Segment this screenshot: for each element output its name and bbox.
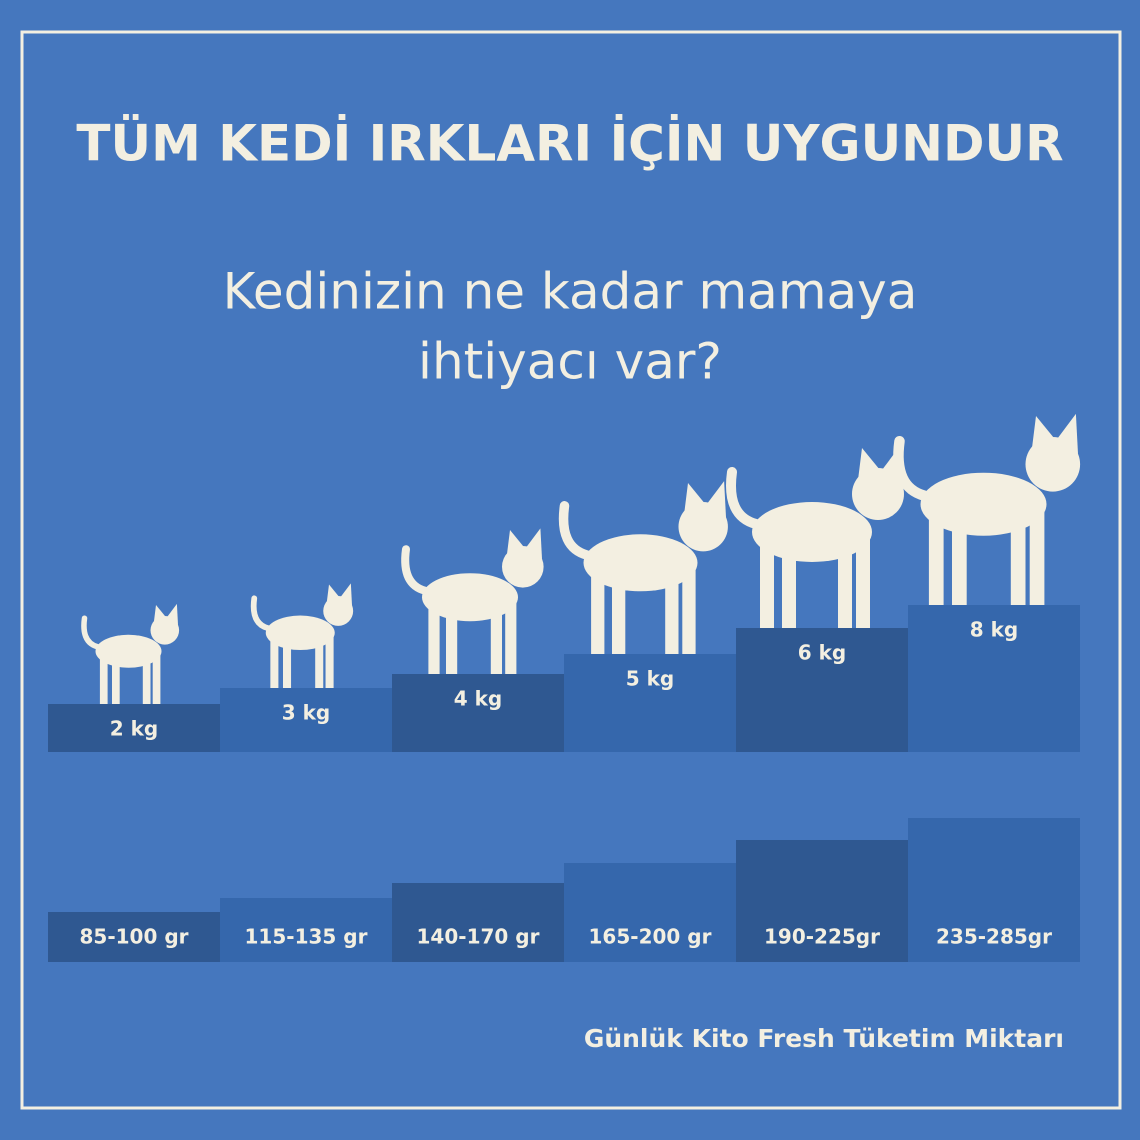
portion-step bbox=[908, 818, 1080, 962]
portion-step bbox=[736, 840, 908, 962]
portion-label: 165-200 gr bbox=[589, 925, 712, 949]
portion-step bbox=[392, 883, 564, 962]
weight-step bbox=[908, 605, 1080, 752]
title: TÜM KEDİ IRKLARI İÇİN UYGUNDUR bbox=[76, 114, 1063, 173]
weight-label: 5 kg bbox=[626, 667, 675, 691]
portion-label: 190-225gr bbox=[764, 925, 880, 949]
weight-label: 8 kg bbox=[970, 618, 1019, 642]
subtitle: Kedinizin ne kadar mamaya bbox=[223, 263, 918, 321]
portion-step bbox=[564, 863, 736, 962]
weight-label: 4 kg bbox=[454, 687, 503, 711]
footer: Günlük Kito Fresh Tüketim Miktarı bbox=[584, 1024, 1064, 1053]
portion-label: 85-100 gr bbox=[79, 925, 188, 949]
weight-step bbox=[736, 628, 908, 752]
weight-label: 2 kg bbox=[110, 717, 159, 741]
weight-step bbox=[220, 688, 392, 752]
portion-label: 140-170 gr bbox=[417, 925, 540, 949]
weight-label: 6 kg bbox=[798, 641, 847, 665]
weight-step bbox=[48, 704, 220, 752]
weight-step bbox=[564, 654, 736, 752]
weight-step bbox=[392, 674, 564, 752]
portion-step bbox=[48, 912, 220, 962]
portion-label: 115-135 gr bbox=[245, 925, 368, 949]
weight-label: 3 kg bbox=[282, 701, 331, 725]
portion-label: 235-285gr bbox=[936, 925, 1052, 949]
frame bbox=[20, 30, 1122, 1110]
subtitle: ihtiyacı var? bbox=[418, 333, 722, 391]
steps: 2 kg 85-100 gr 3 kg 115-135 gr 4 kg 140-170 g… bbox=[48, 414, 1080, 962]
portion-step bbox=[220, 898, 392, 962]
